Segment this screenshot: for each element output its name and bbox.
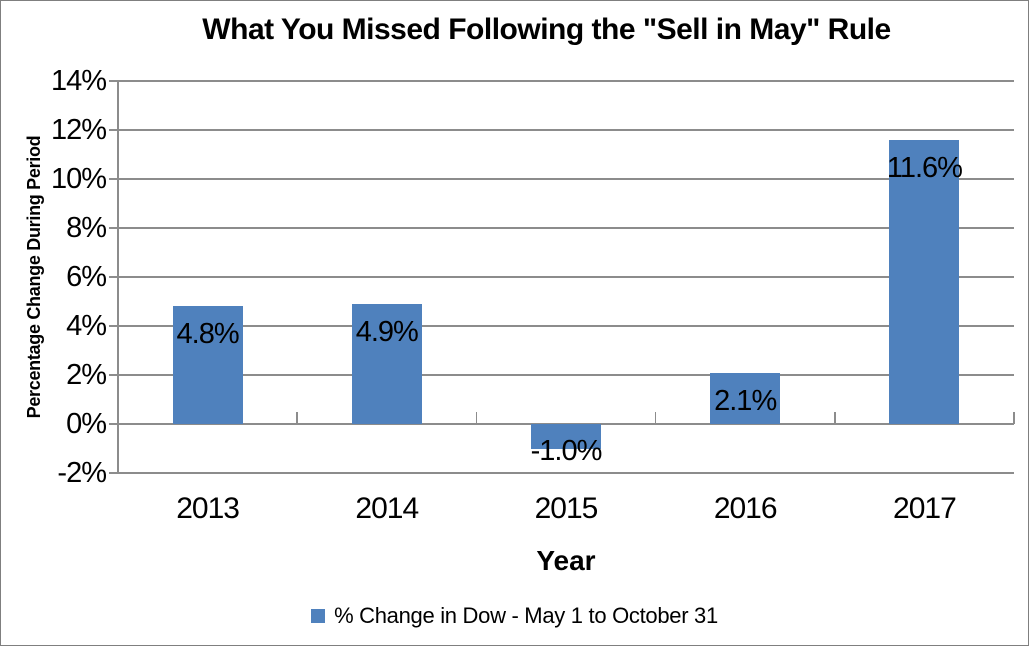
x-tick-label-2016: 2016 (713, 492, 778, 525)
x-tick-label-2017: 2017 (893, 492, 957, 525)
gridline (118, 80, 1014, 82)
chart-title: What You Missed Following the "Sell in M… (202, 13, 891, 46)
y-tick-label: -2% (57, 457, 107, 489)
y-axis-tick (109, 276, 118, 278)
x-axis-title: Year (536, 545, 596, 576)
y-tick-label: 2% (66, 359, 107, 391)
y-tick-label: 12% (50, 114, 107, 146)
category-axis-tick (296, 412, 298, 424)
category-axis-tick (117, 412, 119, 424)
bar-2016 (710, 372, 781, 424)
x-tick-label-2015: 2015 (534, 492, 599, 525)
legend-swatch-icon (311, 609, 326, 623)
y-tick-label: 14% (50, 65, 107, 97)
bar-2014 (351, 303, 422, 424)
data-label-2013: 4.8% (176, 318, 240, 351)
legend: % Change in Dow - May 1 to October 31 (1, 603, 1028, 629)
y-tick-label: 4% (66, 310, 107, 342)
bar-2015 (531, 424, 601, 449)
bar-2013 (172, 306, 243, 424)
y-axis-tick (109, 178, 118, 180)
gridline (118, 276, 1014, 278)
y-tick-label: 10% (50, 163, 107, 195)
data-label-2014: 4.9% (355, 315, 419, 348)
gridline (118, 325, 1014, 327)
y-axis-tick (109, 374, 118, 376)
y-axis-tick (109, 227, 118, 229)
category-axis-tick (654, 412, 657, 424)
y-tick-label: 8% (66, 212, 107, 244)
category-axis-tick (1013, 412, 1015, 424)
category-axis-tick (475, 412, 478, 424)
category-axis-tick (834, 412, 836, 424)
y-axis-tick (109, 80, 118, 82)
data-label-2016: 2.1% (714, 384, 777, 417)
bar-2017 (889, 139, 960, 424)
y-tick-label: 0% (66, 408, 107, 440)
data-label-2017: 11.6% (886, 151, 963, 184)
y-tick-label: 6% (66, 261, 107, 293)
gridline (118, 472, 1014, 474)
x-tick-label-2013: 2013 (176, 492, 240, 525)
y-axis-tick (109, 129, 118, 131)
y-axis-line (117, 81, 119, 473)
y-axis-tick (109, 423, 118, 425)
data-label-2015: -1.0% (530, 434, 603, 467)
gridline (118, 374, 1014, 376)
gridline (118, 227, 1014, 229)
gridline (118, 178, 1014, 180)
y-axis-tick (109, 472, 118, 474)
gridline (118, 129, 1014, 131)
legend-label: % Change in Dow - May 1 to October 31 (334, 603, 718, 628)
x-tick-label-2014: 2014 (355, 492, 419, 525)
y-axis-tick (109, 325, 118, 327)
